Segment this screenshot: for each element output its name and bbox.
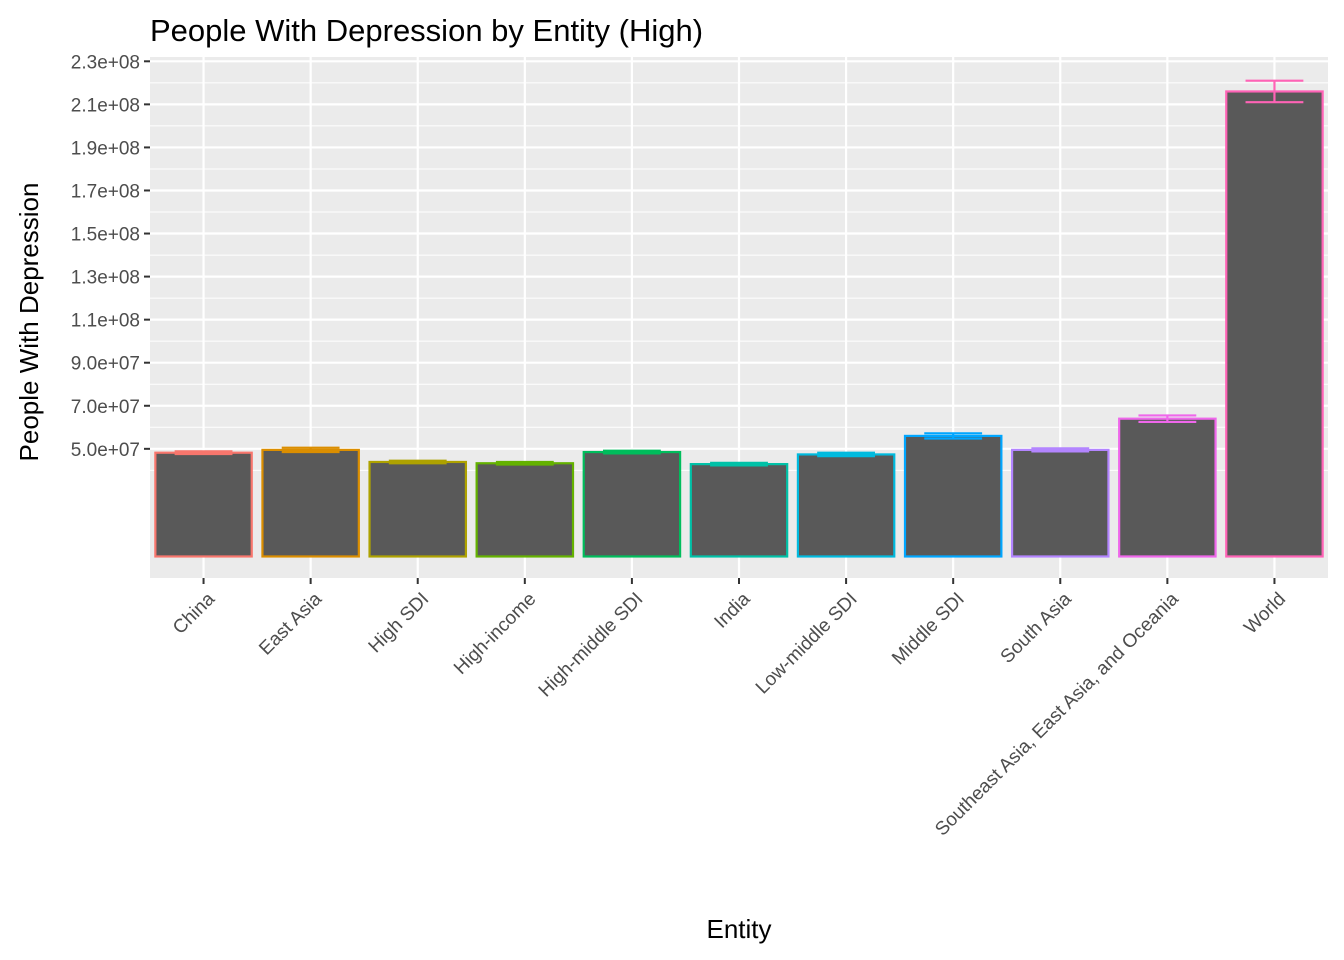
error-bar xyxy=(817,451,876,458)
x-tick-label: High-middle SDI xyxy=(535,589,648,702)
x-tick-label: Low-middle SDI xyxy=(752,589,862,699)
error-bar xyxy=(710,461,768,467)
y-tick-label: 2.1e+08 xyxy=(71,95,140,116)
y-tick-label: 7.0e+07 xyxy=(71,397,140,418)
x-tick-label: India xyxy=(711,588,755,632)
y-tick-label: 1.7e+08 xyxy=(71,181,140,202)
bar xyxy=(689,463,789,558)
y-tick-label: 1.1e+08 xyxy=(71,311,140,332)
bar xyxy=(1225,90,1324,558)
bar xyxy=(154,451,253,558)
x-tick-label: Middle SDI xyxy=(888,589,969,670)
x-axis-title: Entity xyxy=(706,914,771,944)
y-tick-label: 9.0e+07 xyxy=(71,354,140,375)
error-bar xyxy=(1031,447,1090,453)
y-tick-label: 5.0e+07 xyxy=(71,440,140,461)
x-tick-label: High-income xyxy=(450,589,540,679)
y-tick-label: 1.5e+08 xyxy=(71,225,140,246)
error-bars xyxy=(174,79,1304,467)
bar xyxy=(261,448,360,558)
bar xyxy=(368,460,468,558)
x-tick-label: Southeast Asia, East Asia, and Oceania xyxy=(931,588,1183,840)
bar xyxy=(796,453,896,558)
bar xyxy=(903,434,1003,558)
bar xyxy=(1010,448,1110,558)
y-tick-label: 1.3e+08 xyxy=(71,268,140,289)
chart-title: People With Depression by Entity (High) xyxy=(150,13,703,48)
error-bar xyxy=(602,449,661,455)
x-tick-label: China xyxy=(169,588,219,638)
error-bar xyxy=(281,446,340,454)
x-tick-label: South Asia xyxy=(997,588,1076,667)
bar xyxy=(582,450,682,558)
error-bar xyxy=(1245,79,1304,104)
x-tick-label: High SDI xyxy=(365,589,434,658)
error-bar xyxy=(495,460,554,466)
x-tick-label: East Asia xyxy=(255,588,326,659)
error-bar xyxy=(924,432,983,440)
y-axis-title: People With Depression xyxy=(14,183,44,462)
error-bar xyxy=(1138,414,1197,424)
bar xyxy=(475,462,575,558)
error-bar xyxy=(174,450,233,456)
bars xyxy=(154,90,1324,558)
bar xyxy=(1118,417,1217,558)
y-tick-label: 1.9e+08 xyxy=(71,138,140,159)
x-tick-label: World xyxy=(1240,589,1290,639)
y-axis: 5.0e+07 7.0e+07 9.0e+07 1.1e+08 1.3e+08 1.5e+… xyxy=(71,52,150,461)
y-tick-label: 2.3e+08 xyxy=(71,52,140,73)
error-bar xyxy=(388,459,447,465)
x-axis: China East Asia High SDI High-incomeHigh-mi… xyxy=(169,578,1290,840)
